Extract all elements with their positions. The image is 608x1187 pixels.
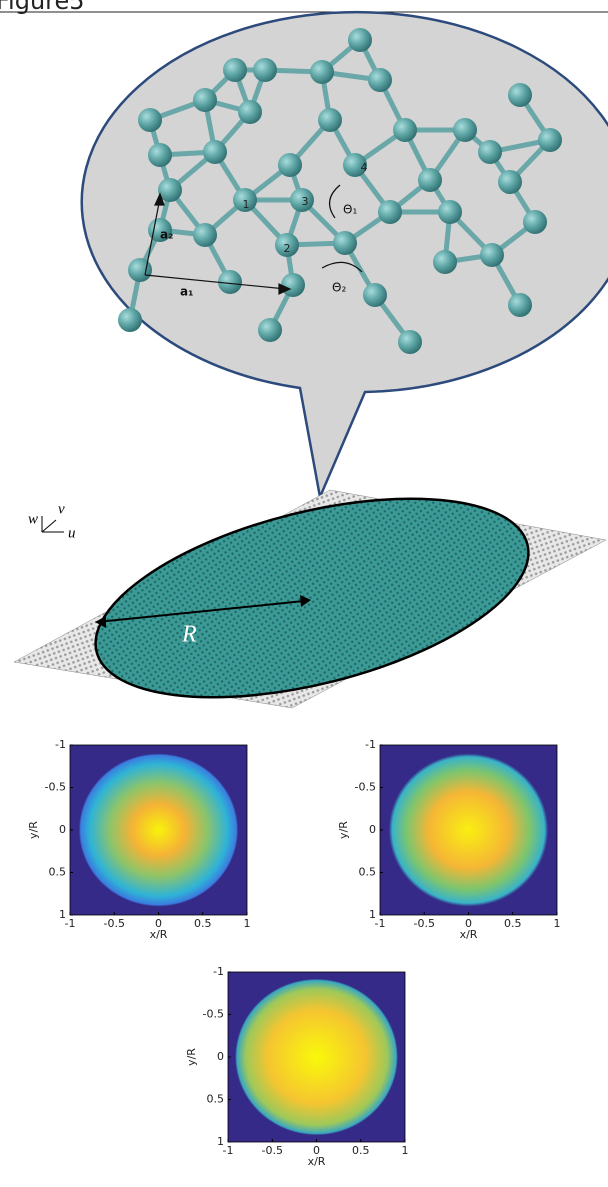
atom-label: 3 (302, 195, 309, 208)
x-tick-label: -1 (375, 917, 386, 930)
y-axis-label: y/R (27, 821, 40, 839)
axis-v (42, 520, 56, 532)
y-tick-label: 0.5 (207, 1093, 225, 1106)
x-tick-label: 1 (554, 917, 561, 930)
atom (438, 200, 462, 224)
atom (418, 168, 442, 192)
atom (333, 231, 357, 255)
atom (238, 100, 262, 124)
y-tick-label: 0.5 (49, 866, 67, 879)
atom (138, 108, 162, 132)
atom (398, 330, 422, 354)
x-axis-label: x/R (460, 928, 478, 941)
angle-label: Θ₁ (343, 203, 357, 217)
y-tick-label: -0.5 (203, 1008, 224, 1021)
atom (478, 140, 502, 164)
y-tick-label: 1 (59, 908, 66, 921)
vector-label: a₁ (180, 285, 193, 299)
atom (348, 28, 372, 52)
x-tick-label: 1 (244, 917, 251, 930)
y-axis-label: y/R (185, 1048, 198, 1066)
atom (363, 283, 387, 307)
x-tick-label: -0.5 (262, 1144, 283, 1157)
figure-title: Figure5 (0, 0, 85, 15)
atom (508, 293, 532, 317)
x-tick-label: 1 (402, 1144, 409, 1157)
radius-label: R (181, 622, 197, 648)
x-tick-label: -0.5 (414, 917, 435, 930)
atom (480, 243, 504, 267)
axis-label: v (58, 501, 65, 517)
atom (258, 318, 282, 342)
heatmap (380, 745, 557, 915)
atom (310, 60, 334, 84)
atom (223, 58, 247, 82)
y-tick-label: -0.5 (355, 781, 376, 794)
atom (393, 118, 417, 142)
atom (523, 210, 547, 234)
y-tick-label: 0 (369, 823, 376, 836)
x-tick-label: 0.5 (194, 917, 212, 930)
y-tick-label: -0.5 (45, 781, 66, 794)
atom (538, 128, 562, 152)
x-tick-label: 0.5 (504, 917, 522, 930)
y-tick-label: -1 (213, 965, 224, 978)
atom (278, 153, 302, 177)
vector-label: a₂ (160, 228, 173, 242)
figure: Figure5 1 2 3 4 a₂ a₁ Θ₁ Θ₂ R w v u -1 -0… (0, 0, 608, 1183)
x-tick-label: -1 (223, 1144, 234, 1157)
y-tick-label: 1 (217, 1135, 224, 1148)
atom (318, 108, 342, 132)
y-tick-label: 0 (59, 823, 66, 836)
y-tick-label: -1 (365, 738, 376, 751)
atom (378, 200, 402, 224)
atom (368, 68, 392, 92)
axis-label: u (68, 525, 76, 541)
axis-label: w (28, 511, 38, 527)
y-tick-label: 0 (217, 1050, 224, 1063)
atom-label: 2 (284, 242, 291, 255)
x-tick-label: -1 (65, 917, 76, 930)
x-axis-label: x/R (150, 928, 168, 941)
x-tick-label: -0.5 (104, 917, 125, 930)
atom (193, 223, 217, 247)
atom (148, 143, 172, 167)
x-axis-label: x/R (308, 1155, 326, 1168)
heatmap (70, 745, 247, 915)
y-tick-label: 1 (369, 908, 376, 921)
axes-triad (42, 516, 64, 532)
atom (281, 273, 305, 297)
atom (218, 270, 242, 294)
atom (453, 118, 477, 142)
y-tick-label: 0.5 (359, 866, 377, 879)
x-tick-label: 0.5 (352, 1144, 370, 1157)
atom (193, 88, 217, 112)
heatmap (228, 972, 405, 1142)
atom (118, 308, 142, 332)
page: {"header": {"title": "Figure5"}, "lattic… (0, 0, 608, 1183)
atom-label: 1 (243, 198, 250, 211)
atom (433, 250, 457, 274)
atom (498, 170, 522, 194)
y-axis-label: y/R (337, 821, 350, 839)
atom (253, 58, 277, 82)
y-tick-label: -1 (55, 738, 66, 751)
atom-label: 4 (361, 161, 368, 174)
atom (128, 258, 152, 282)
atom (203, 140, 227, 164)
angle-label: Θ₂ (332, 281, 346, 295)
atom (508, 83, 532, 107)
